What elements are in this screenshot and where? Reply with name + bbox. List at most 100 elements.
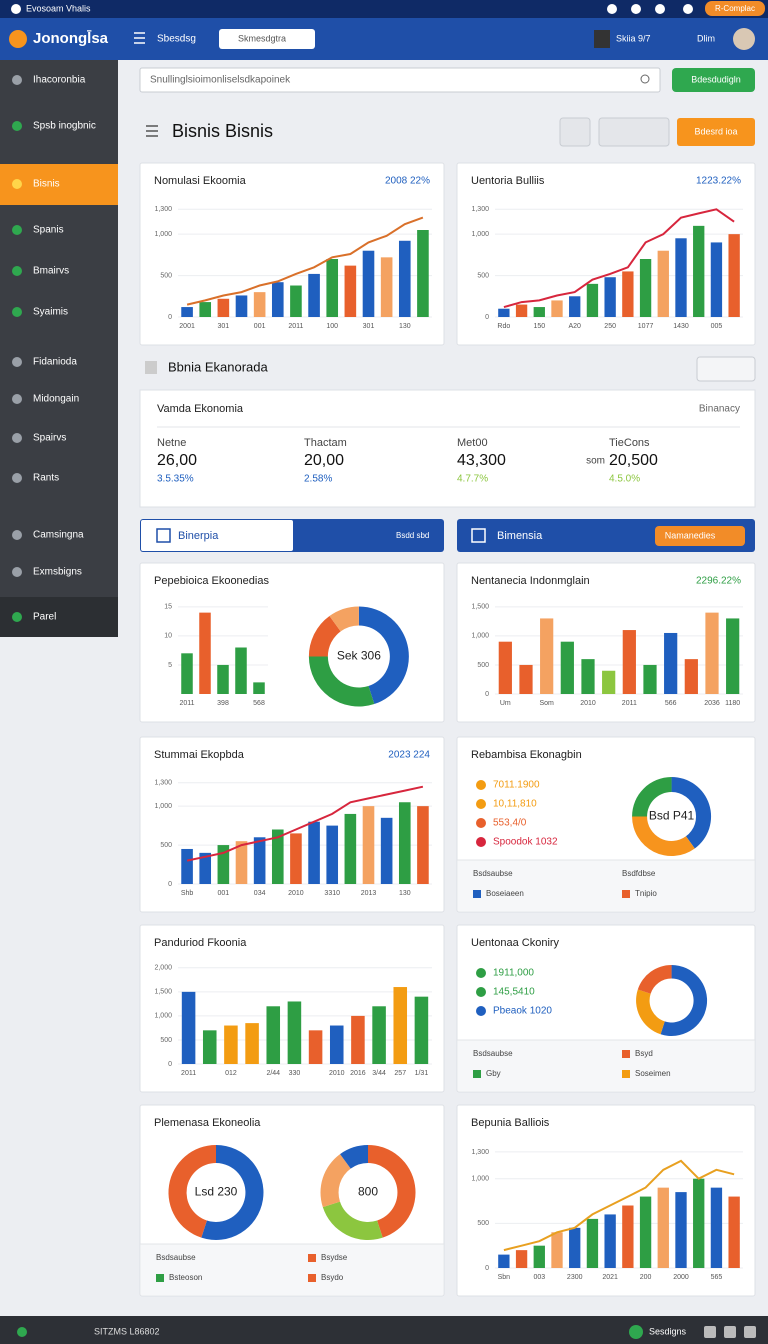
bar [217, 845, 230, 884]
x-tick-label: 2011 [179, 700, 194, 707]
top-icon[interactable] [631, 4, 641, 14]
card-title: Panduriod Fkoonia [154, 937, 247, 949]
section-tools[interactable] [696, 356, 756, 382]
x-tick-label: 1430 [673, 323, 689, 330]
footer-text: Bsydo [321, 1273, 344, 1282]
footer-text: Soseimen [635, 1069, 671, 1078]
bar [199, 612, 211, 694]
x-tick-label: 2010 [580, 700, 596, 707]
legend-text: 553,4/0 [493, 818, 527, 829]
x-tick-label: 2001 [179, 323, 195, 330]
sidebar-icon [12, 307, 22, 317]
y-tick-label: 0 [168, 881, 172, 888]
sidebar-item[interactable]: Camsingna [33, 530, 84, 541]
top-badge[interactable] [705, 1, 765, 16]
bar [540, 618, 554, 694]
bar [519, 664, 533, 694]
sidebar-item[interactable]: Bisnis [33, 179, 60, 190]
sidebar-icon [12, 612, 22, 622]
tab-note[interactable]: Bsdd sbd [396, 531, 429, 540]
sidebar-item[interactable]: Parel [33, 612, 56, 623]
avatar[interactable] [733, 28, 755, 50]
top-icon[interactable] [655, 4, 665, 14]
page-button[interactable] [677, 118, 755, 146]
bottom-tool[interactable] [744, 1326, 756, 1338]
sidebar-item[interactable]: Midongain [33, 394, 79, 405]
sidebar-icon [12, 530, 22, 540]
y-tick-label: 500 [160, 842, 172, 849]
donut-segment [329, 606, 359, 632]
tab-active[interactable] [141, 520, 293, 551]
legend-swatch [308, 1274, 316, 1282]
status-icon [17, 1327, 27, 1337]
bar [199, 852, 212, 884]
bar [398, 802, 411, 884]
bottom-icon [629, 1325, 643, 1339]
x-tick-label: 2300 [567, 1274, 583, 1281]
legend-swatch [308, 1254, 316, 1262]
sidebar-item[interactable]: Fidanioda [33, 357, 77, 368]
sidebar-item[interactable]: Rants [33, 473, 59, 484]
y-tick-label: 10 [164, 633, 172, 640]
bar [253, 682, 265, 694]
stat-label: Thactam [304, 437, 347, 449]
summary-link[interactable]: Binanacy [699, 404, 740, 415]
header-account[interactable]: Dlim [697, 33, 715, 43]
header-search[interactable] [219, 29, 315, 49]
donut-segment [168, 1144, 216, 1238]
legend-text: Pbeaok 1020 [493, 1006, 552, 1017]
bar [199, 302, 212, 317]
tool-button[interactable] [559, 117, 591, 147]
bottom-tool[interactable] [724, 1326, 736, 1338]
bottom-right[interactable]: Sesdigns [649, 1326, 687, 1336]
donut-label: Sek 306 [337, 649, 381, 663]
sidebar-item[interactable]: Spsb inogbnic [33, 121, 96, 132]
tool-button[interactable] [598, 117, 670, 147]
bottom-tool[interactable] [704, 1326, 716, 1338]
legend-text: 7011.1900 [493, 780, 540, 791]
sidebar-item[interactable]: Syaimis [33, 307, 68, 318]
sidebar-item[interactable]: Bmairvs [33, 266, 69, 277]
stat-value: 20,500 [609, 452, 658, 469]
bar [398, 240, 411, 317]
search-bar[interactable] [139, 67, 661, 93]
header-menu[interactable]: Sbesdsg [157, 34, 196, 45]
search-button[interactable] [672, 68, 755, 92]
bar [533, 307, 545, 317]
y-tick-label: 1,500 [471, 604, 489, 611]
sidebar-icon [12, 394, 22, 404]
top-icon[interactable] [683, 4, 693, 14]
card [139, 736, 445, 913]
bar [290, 285, 302, 317]
bar [417, 806, 429, 884]
stat-value: 26,00 [157, 452, 197, 469]
stat-unit: som [586, 456, 605, 467]
tab-button[interactable] [655, 526, 745, 546]
bar [710, 1187, 723, 1268]
bar [351, 1015, 365, 1064]
sidebar-item[interactable]: Exmsbigns [33, 567, 82, 578]
sidebar-item[interactable]: Spairvs [33, 433, 66, 444]
x-tick-label: 200 [640, 1274, 652, 1281]
bar [271, 282, 284, 317]
legend-text: 1911,000 [493, 968, 534, 979]
sidebar-item[interactable]: Ihacoronbia [33, 75, 86, 86]
bottom-left: SITZMS L86802 [94, 1326, 160, 1336]
bar [498, 308, 510, 317]
card-title: Nentanecia Indonmglain [471, 575, 590, 587]
header-user[interactable]: Skiia 9/7 [616, 33, 651, 43]
stat-label: TieCons [609, 437, 650, 449]
bar [253, 292, 266, 317]
bar [362, 250, 375, 317]
bar [329, 1025, 344, 1064]
top-icon[interactable] [607, 4, 617, 14]
sidebar [0, 60, 118, 637]
footer-text: Bsdsaubse [156, 1253, 196, 1262]
donut-segment [632, 777, 672, 817]
x-tick-label: 330 [289, 1070, 301, 1077]
footer-text: Bsdfdbse [622, 869, 656, 878]
x-tick-label: 2010 [288, 890, 304, 897]
footer-text: Bsteoson [169, 1273, 202, 1282]
sidebar-icon [12, 179, 22, 189]
sidebar-item[interactable]: Spanis [33, 225, 64, 236]
